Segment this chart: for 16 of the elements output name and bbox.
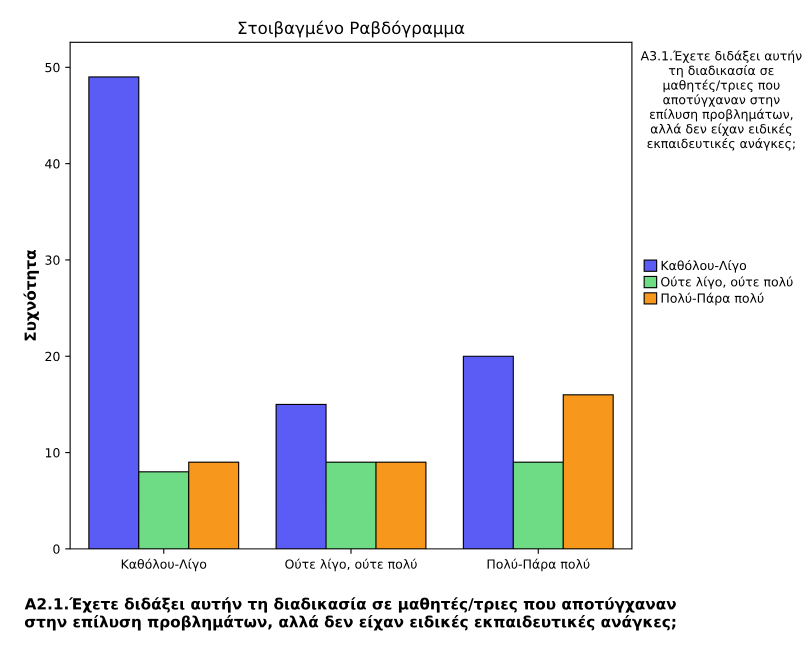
y-tick-label: 0	[53, 544, 60, 554]
legend-label: Πολύ-Πάρα πολύ	[662, 292, 764, 306]
y-axis-title: Συχνότητα	[24, 250, 39, 340]
x-axis-title: Α2.1.Έχετε διδάξει αυτήν τη διαδικασία σε μαθητές/τριες που αποτύγχαναν στην επίλυση προβλημάτων, αλλά δεν είχαν ειδικές εκπαιδευτικές ανάγκες;	[24, 597, 676, 630]
y-tick-label: 10	[46, 448, 60, 458]
y-tick-label: 30	[45, 255, 60, 265]
y-tick-label: 40	[45, 159, 60, 169]
x-tick-label: Πολύ-Πάρα πολύ	[488, 558, 590, 572]
y-tick-label: 50	[45, 62, 60, 72]
x-tick-label: Καθόλου-Λίγο	[122, 558, 206, 572]
legend-title: Α3.1.Έχετε διδάξει αυτήν τη διαδικασία σε μαθητές/τριες που αποτύγχαναν στην επίλυση προβλημάτων, αλλά δεν είχαν ειδικές εκπαιδευτικές ανάγκες;	[640, 50, 802, 151]
x-tick-label: Ούτε λίγο, ούτε πολύ	[285, 558, 417, 572]
y-tick-label: 20	[45, 352, 60, 362]
legend-label: Ούτε λίγο, ούτε πολύ	[661, 276, 793, 289]
legend-label: Καθόλου-Λίγο	[662, 260, 746, 273]
chart-title: Στοιβαγμένο Ραβδόγραμμα	[238, 20, 464, 38]
